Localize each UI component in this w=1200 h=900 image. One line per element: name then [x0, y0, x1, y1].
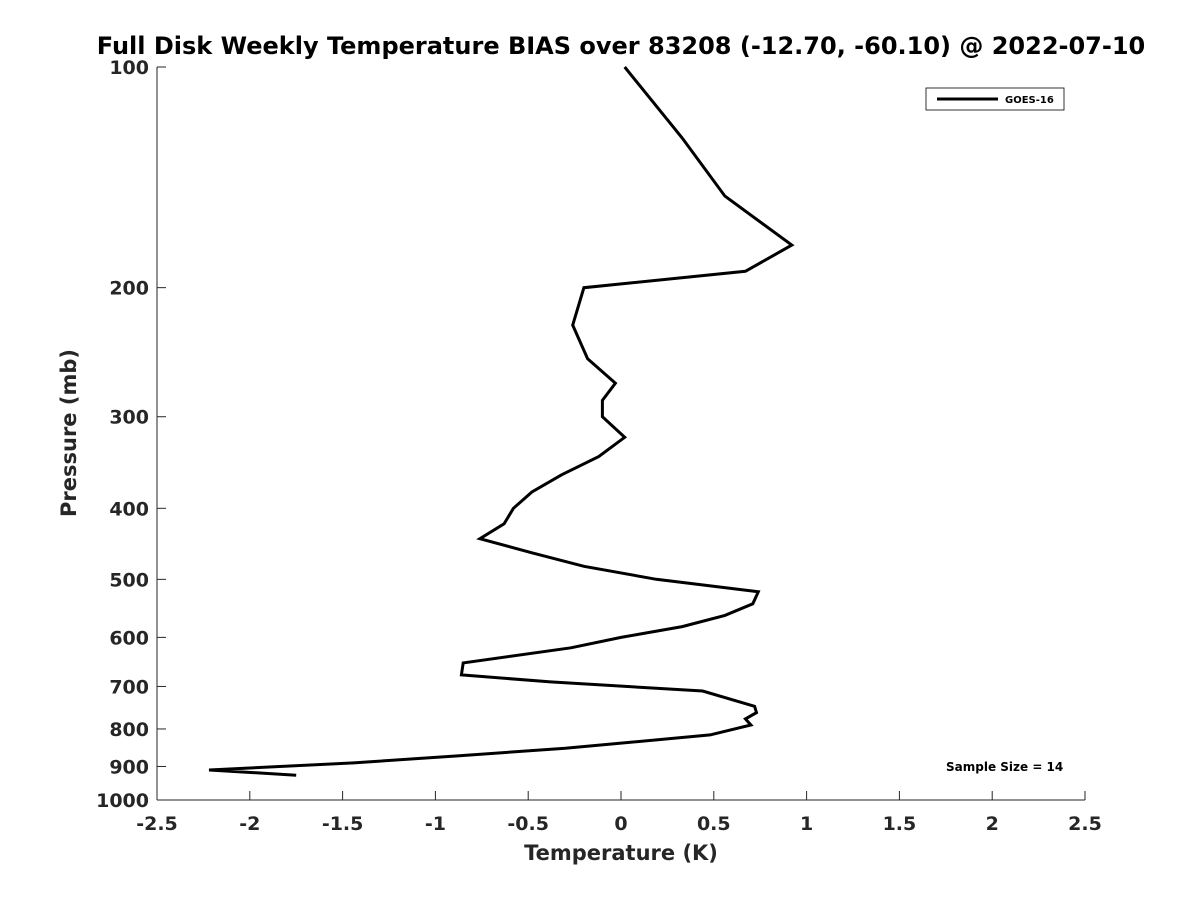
legend: GOES-16 — [925, 87, 1065, 111]
x-tick-label: 2 — [986, 813, 999, 835]
series-layer — [208, 66, 795, 777]
x-tick-label: 0 — [614, 813, 627, 835]
y-tick-label: 200 — [109, 278, 149, 300]
y-tick-label: 100 — [109, 57, 149, 79]
x-tick-label: -2.5 — [136, 813, 178, 835]
x-tick-label: 1 — [800, 813, 813, 835]
x-tick-label: 2.5 — [1068, 813, 1102, 835]
y-tick-label: 1000 — [96, 790, 149, 812]
y-tick-label: 800 — [109, 719, 149, 741]
series-line-goes-16 — [208, 66, 795, 777]
chart-title: Full Disk Weekly Temperature BIAS over 8… — [97, 32, 1145, 60]
x-tick-label: -2 — [239, 813, 260, 835]
y-tick-label: 700 — [109, 676, 149, 698]
y-tick-label: 900 — [109, 756, 149, 778]
x-tick-label: 0.5 — [697, 813, 731, 835]
x-ticks: -2.5 -2 -1.5 -1 -0.5 0 0.5 1 1.5 2 2.5 — [136, 791, 1102, 835]
y-tick-label: 600 — [109, 627, 149, 649]
y-tick-label: 300 — [109, 407, 149, 429]
x-tick-label: -0.5 — [507, 813, 549, 835]
x-tick-label: -1.5 — [322, 813, 364, 835]
y-tick-label: 500 — [109, 569, 149, 591]
sample-size-annotation: Sample Size = 14 — [946, 760, 1063, 774]
y-tick-label: 400 — [109, 498, 149, 520]
y-ticks: 100 200 300 400 500 600 700 800 900 1000 — [96, 57, 166, 812]
y-axis-label: Pressure (mb) — [57, 349, 81, 517]
x-axis-label: Temperature (K) — [524, 841, 718, 865]
legend-label-goes-16: GOES-16 — [1005, 95, 1054, 106]
x-tick-label: 1.5 — [883, 813, 917, 835]
x-tick-label: -1 — [425, 813, 446, 835]
